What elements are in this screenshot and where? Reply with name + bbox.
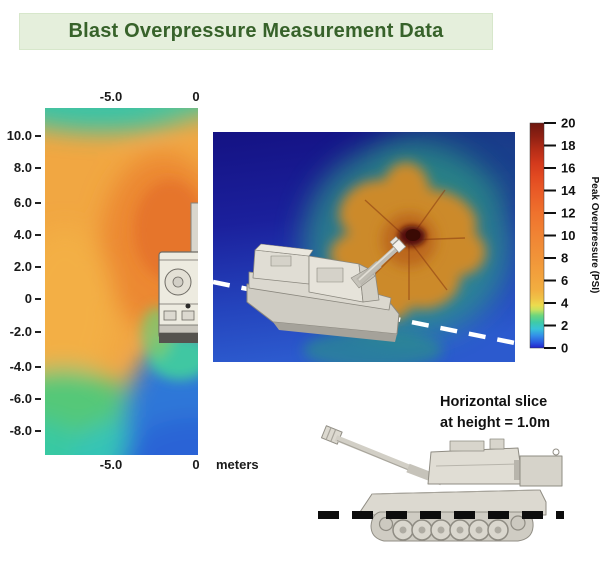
y-axis-tick: 0 <box>0 291 41 307</box>
road-wheels <box>392 519 509 541</box>
y-tick-label: 2.0 <box>13 259 32 274</box>
y-tick-label: 4.0 <box>13 227 32 242</box>
x-axis-bottom-tick-label: 0 <box>192 457 200 472</box>
x-axis-bottom-tick-label: -5.0 <box>99 457 123 472</box>
page-title: Blast Overpressure Measurement Data <box>68 20 444 42</box>
colorbar-tick-label: 8 <box>561 251 568 266</box>
y-tick-label: -2.0 <box>9 324 32 339</box>
slice-note-line1: Horizontal slice <box>440 394 548 410</box>
y-axis-tick: 10.0 <box>0 128 41 144</box>
y-tick-label: -8.0 <box>9 423 32 438</box>
y-tick-mark <box>35 266 41 268</box>
side-view-panel <box>318 425 564 542</box>
y-axis-tick: 6.0 <box>0 195 41 211</box>
y-tick-label: 0 <box>24 291 32 306</box>
y-tick-mark <box>35 366 41 368</box>
y-axis-tick: -6.0 <box>0 391 41 407</box>
colorbar-tick-marks <box>544 122 556 349</box>
colorbar-gradient <box>529 122 545 349</box>
colorbar-tick-label: 6 <box>561 273 568 288</box>
y-tick-mark <box>35 167 41 169</box>
y-axis-tick: -2.0 <box>0 324 41 340</box>
y-axis-tick: 2.0 <box>0 259 41 275</box>
colorbar-tick-label: 4 <box>561 296 569 311</box>
colorbar-tick-label: 16 <box>561 161 575 176</box>
y-tick-label: 10.0 <box>6 128 32 143</box>
howitzer-side-view <box>320 425 563 542</box>
y-tick-mark <box>35 298 41 300</box>
y-axis-tick: 8.0 <box>0 160 41 176</box>
y-tick-mark <box>35 202 41 204</box>
y-axis-tick: -4.0 <box>0 359 41 375</box>
colorbar-tick-label: 20 <box>561 116 575 131</box>
x-axis-unit-label: meters <box>216 457 259 472</box>
center-blast-panel <box>213 132 515 362</box>
y-tick-label: -4.0 <box>9 359 32 374</box>
x-axis-top-tick-label: 0 <box>192 89 200 104</box>
muzzle-brake <box>389 236 407 254</box>
y-axis-tick: -8.0 <box>0 423 41 439</box>
colorbar-tick-label: 12 <box>561 206 575 221</box>
y-tick-label: -6.0 <box>9 391 32 406</box>
colorbar-tick-label: 10 <box>561 228 575 243</box>
y-tick-mark <box>35 135 41 137</box>
slice-note-line2: at height = 1.0m <box>440 415 550 431</box>
y-tick-label: 6.0 <box>13 195 32 210</box>
left-heatmap <box>45 108 198 455</box>
colorbar-tick-labels: 20 18 16 14 12 10 8 6 4 2 0 <box>561 116 576 356</box>
slice-note: Horizontal slice at height = 1.0m <box>440 392 550 434</box>
colorbar-tick-label: 0 <box>561 341 568 356</box>
x-axis-top-tick-label: -5.0 <box>99 89 123 104</box>
howitzer-top-view <box>158 202 198 343</box>
y-tick-label: 8.0 <box>13 160 32 175</box>
y-axis-tick: 4.0 <box>0 227 41 243</box>
colorbar: 20 18 16 14 12 10 8 6 4 2 0 Peak Overpre… <box>529 116 600 356</box>
y-tick-mark <box>35 331 41 333</box>
title-banner: Blast Overpressure Measurement Data <box>19 13 493 50</box>
y-tick-mark <box>35 430 41 432</box>
howitzer-3d-render <box>246 236 407 342</box>
colorbar-axis-label: Peak Overpressure (PSI) <box>589 177 600 294</box>
y-tick-mark <box>35 398 41 400</box>
y-tick-mark <box>35 234 41 236</box>
colorbar-tick-label: 18 <box>561 138 575 153</box>
colorbar-tick-label: 14 <box>561 183 576 198</box>
colorbar-tick-label: 2 <box>561 318 568 333</box>
